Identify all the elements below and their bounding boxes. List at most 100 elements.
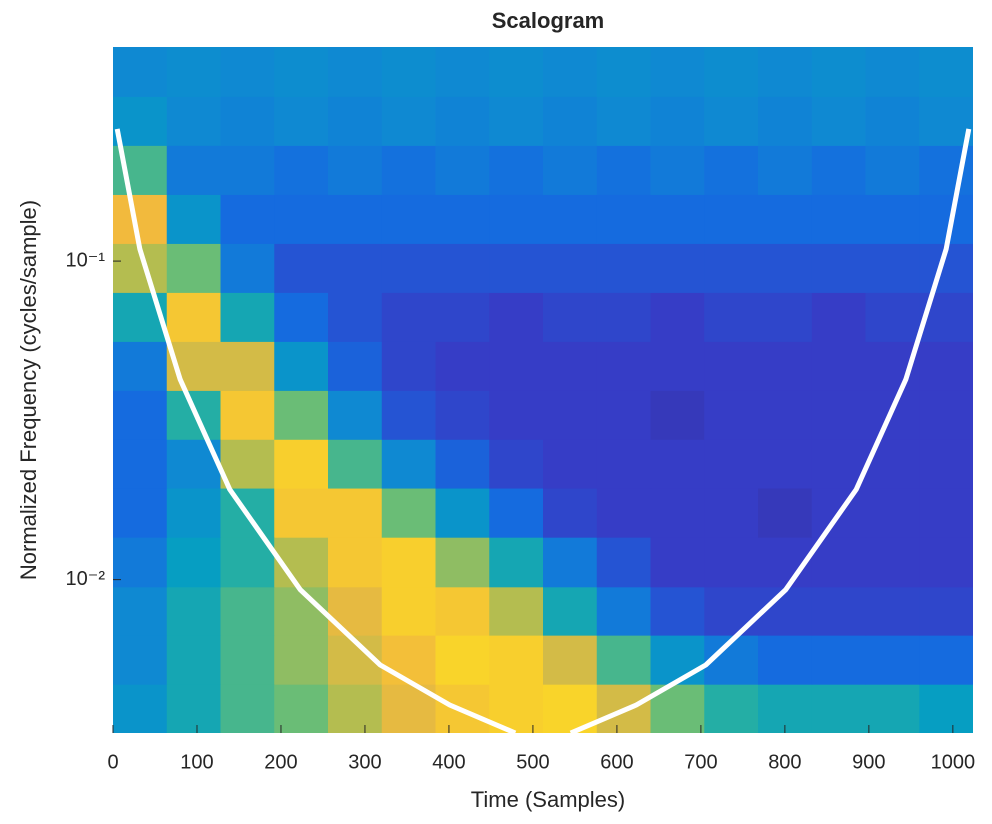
heatmap-cell — [650, 390, 705, 440]
heatmap-cell — [865, 537, 920, 588]
heatmap-cell — [650, 341, 705, 391]
heatmap-cell — [865, 390, 920, 440]
heatmap-cell — [704, 341, 759, 391]
heatmap-cell — [543, 390, 598, 440]
x-tick-label: 400 — [432, 751, 465, 773]
heatmap-cell — [435, 96, 490, 146]
heatmap-cell — [435, 243, 490, 293]
heatmap-cell — [704, 390, 759, 440]
heatmap-cell — [596, 145, 652, 195]
heatmap-cell — [274, 439, 329, 489]
heatmap-cell — [650, 96, 705, 146]
heatmap-cell — [435, 390, 490, 440]
heatmap-cell — [758, 292, 813, 342]
heatmap-cell — [919, 684, 973, 733]
heatmap-cell — [328, 47, 383, 97]
heatmap-cell — [758, 390, 813, 440]
heatmap-cell — [328, 96, 383, 146]
heatmap-cell — [596, 243, 652, 293]
heatmap-cell — [758, 243, 813, 293]
heatmap-cell — [919, 390, 973, 440]
heatmap-cell — [811, 47, 867, 97]
heatmap-cell — [543, 635, 598, 685]
heatmap-cell — [220, 292, 275, 342]
heatmap-cell — [113, 487, 168, 538]
heatmap-cell — [543, 194, 598, 244]
heatmap-cell — [811, 439, 867, 489]
heatmap-cell — [650, 635, 705, 685]
heatmap-cell — [328, 243, 383, 293]
heatmap-cell — [543, 537, 598, 588]
x-tick-label: 100 — [180, 751, 213, 773]
heatmap-cell — [758, 145, 813, 195]
heatmap-cell — [274, 96, 329, 146]
heatmap-cell — [166, 194, 222, 244]
heatmap-cell — [435, 439, 490, 489]
x-axis-label: Time (Samples) — [471, 787, 625, 812]
heatmap-cell — [543, 487, 598, 538]
heatmap-cell — [328, 341, 383, 391]
heatmap-cell — [919, 439, 973, 489]
heatmap-cell — [274, 390, 329, 440]
heatmap-cell — [811, 537, 867, 588]
heatmap-cell — [543, 439, 598, 489]
heatmap-cell — [113, 96, 168, 146]
heatmap-cell — [919, 194, 973, 244]
heatmap-cell — [166, 243, 222, 293]
heatmap-cell — [381, 341, 437, 391]
x-tick-label: 600 — [600, 751, 633, 773]
heatmap-cell — [650, 194, 705, 244]
heatmap-cell — [596, 194, 652, 244]
heatmap-cell — [865, 145, 920, 195]
heatmap-cell — [865, 243, 920, 293]
heatmap-cell — [328, 684, 383, 733]
heatmap-cell — [274, 487, 329, 538]
heatmap-cell — [220, 439, 275, 489]
heatmap-cell — [543, 243, 598, 293]
heatmap-cell — [381, 439, 437, 489]
heatmap-cell — [435, 586, 490, 636]
heatmap-cell — [328, 439, 383, 489]
heatmap-cell — [274, 684, 329, 733]
heatmap-cell — [596, 47, 652, 97]
heatmap-cell — [381, 194, 437, 244]
heatmap-cell — [758, 635, 813, 685]
heatmap-cell — [919, 96, 973, 146]
heatmap-cell — [704, 586, 759, 636]
heatmap-cell — [435, 341, 490, 391]
heatmap-cell — [543, 47, 598, 97]
heatmap-cell — [220, 684, 275, 733]
heatmap-cell — [919, 341, 973, 391]
heatmap-cell — [489, 586, 544, 636]
x-tick-label: 0 — [107, 751, 118, 773]
y-axis-label: Normalized Frequency (cycles/sample) — [16, 200, 41, 580]
heatmap-cell — [543, 96, 598, 146]
heatmap-cell — [381, 635, 437, 685]
heatmap-cell — [328, 487, 383, 538]
x-tick-label: 200 — [264, 751, 297, 773]
heatmap-cell — [328, 537, 383, 588]
heatmap-cell — [489, 145, 544, 195]
heatmap-cell — [650, 439, 705, 489]
chart-title: Scalogram — [492, 8, 605, 33]
heatmap-cell — [489, 390, 544, 440]
heatmap-cell — [704, 684, 759, 733]
heatmap-cell — [220, 341, 275, 391]
heatmap-cell — [489, 439, 544, 489]
heatmap-cell — [220, 194, 275, 244]
heatmap-cell — [543, 586, 598, 636]
heatmap-cell — [865, 586, 920, 636]
heatmap-cell — [328, 390, 383, 440]
x-tick-label: 900 — [852, 751, 885, 773]
heatmap-cell — [328, 586, 383, 636]
heatmap-cell — [919, 47, 973, 97]
heatmap-cell — [166, 537, 222, 588]
heatmap-cell — [113, 194, 168, 244]
heatmap-cell — [113, 341, 168, 391]
heatmap-cell — [113, 635, 168, 685]
heatmap-cell — [650, 586, 705, 636]
heatmap-cell — [489, 487, 544, 538]
heatmap-cell — [811, 243, 867, 293]
